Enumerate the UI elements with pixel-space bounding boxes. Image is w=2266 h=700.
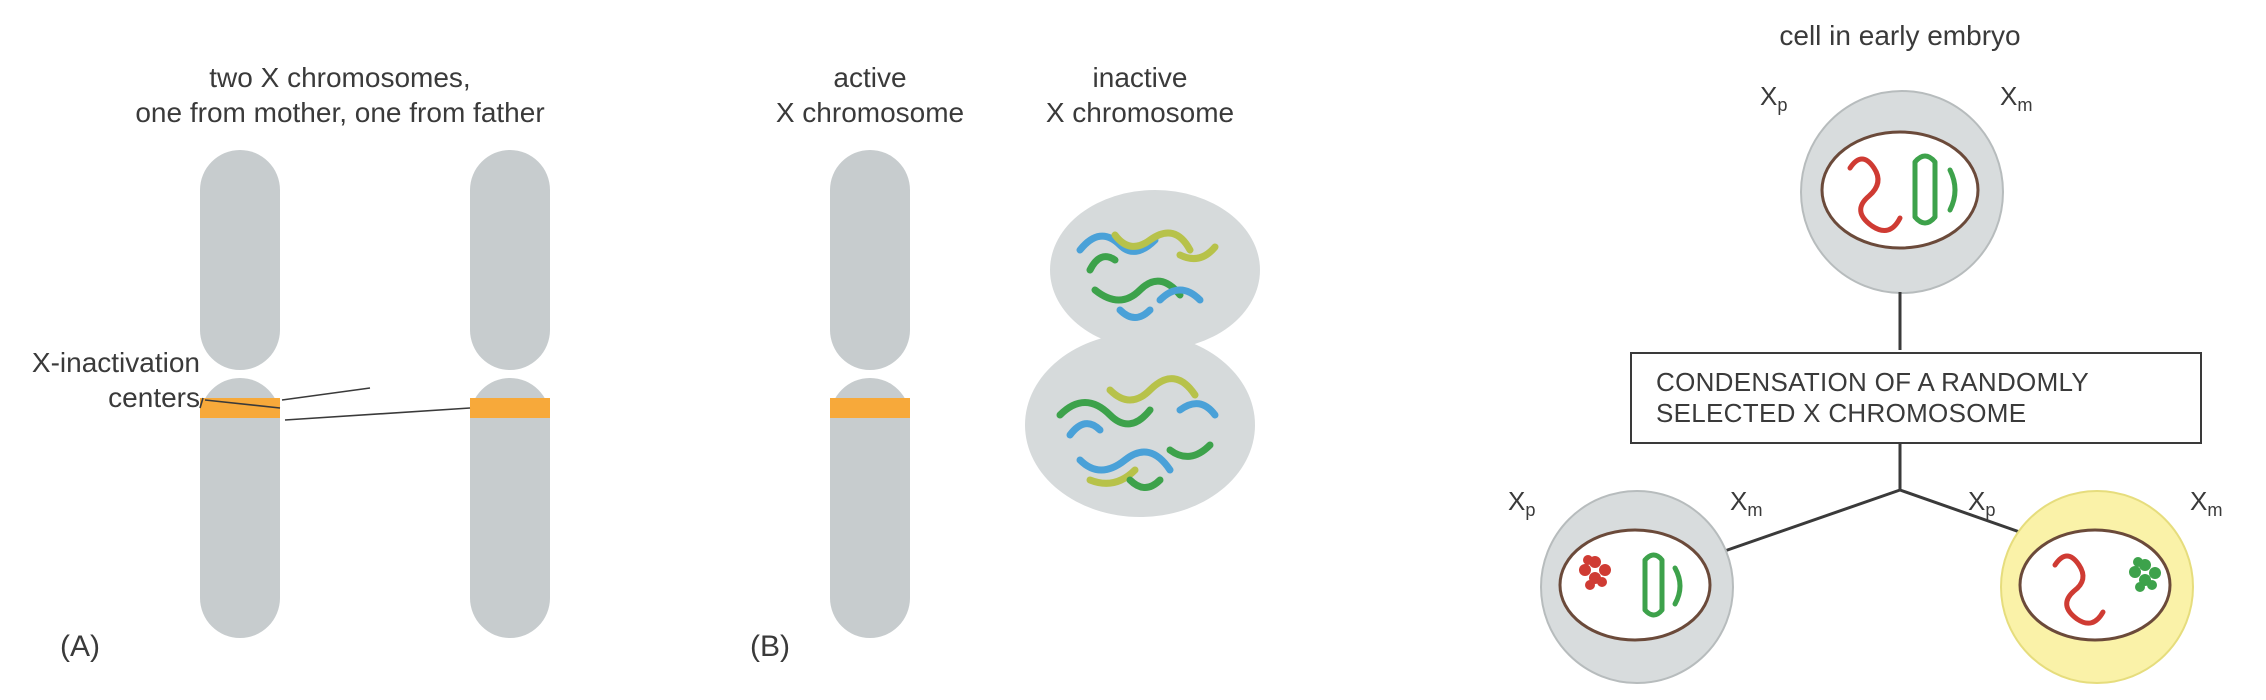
panelC-rightcell-contents <box>2000 490 2190 680</box>
panelC-leftcell-xp: Xp <box>1508 485 1535 522</box>
panelB-active-gap <box>830 370 910 378</box>
panelB-inactive-chrom <box>1020 180 1280 520</box>
panelC-process-box: CONDENSATION OF A RANDOMLY SELECTED X CH… <box>1630 352 2202 444</box>
panelB-letter: (B) <box>750 630 790 664</box>
panelB-active-top <box>830 150 910 370</box>
panelA-letter: (A) <box>60 630 100 664</box>
panelC-leftcell-contents <box>1540 490 1730 680</box>
figure-stage: two X chromosomes, one from mother, one … <box>0 0 2266 686</box>
panelC-rightcell-xp: Xp <box>1968 485 1995 522</box>
xic-leaders-final <box>0 0 700 700</box>
panelC-process-text: CONDENSATION OF A RANDOMLY SELECTED X CH… <box>1656 367 2089 429</box>
panelB-inactive-label: inactive X chromosome <box>1010 60 1270 130</box>
panelC-leftcell-xm: Xm <box>1730 485 1763 522</box>
panelB-active-label: active X chromosome <box>740 60 1000 130</box>
panelC-rightcell-xm: Xm <box>2190 485 2223 522</box>
panelB-active-xic <box>830 398 910 418</box>
